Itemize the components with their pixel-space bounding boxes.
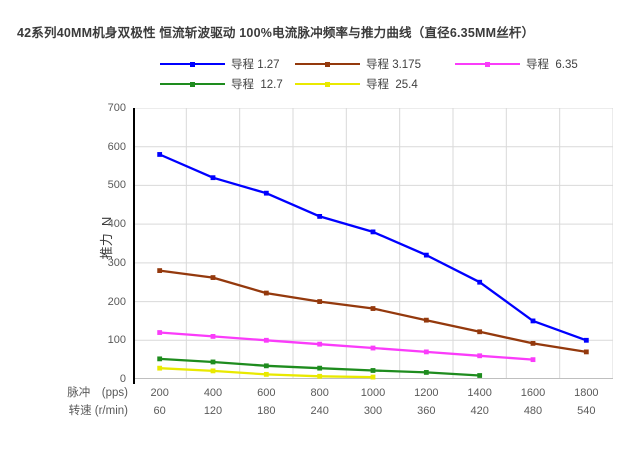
y-tick-label: 700 [107,102,126,114]
series-marker [370,368,376,373]
legend-item-label: 导程 12.7 [231,79,283,91]
x-axis-row-label-pps: 脉冲 (pps) [67,387,128,399]
series-marker [423,370,429,375]
series-marker [317,341,323,347]
x-tick-label-rpm: 240 [310,405,329,417]
series-line [159,269,587,354]
legend-item-lead-25-4: 导程 25.4 [295,76,418,92]
legend-item-label: 导程 1.27 [231,59,280,71]
series-marker [157,356,163,362]
y-tick-label: 0 [119,373,126,385]
series-marker [157,330,163,335]
x-tick-label-rpm: 540 [577,405,596,417]
x-tick-label-pps: 600 [257,387,276,399]
series-marker [263,363,269,369]
series-marker [530,340,536,346]
x-tick-label-pps: 1800 [574,387,599,399]
x-tick-label-pps: 1000 [360,387,386,399]
legend-item-label: 导程 3.175 [366,59,421,71]
legend-swatch-line-icon [295,76,360,92]
series-line [159,153,587,342]
x-tick-label-pps: 400 [203,387,223,399]
x-tick-label-rpm: 360 [417,405,436,417]
legend-swatch-line-icon [455,56,520,72]
x-tick-label-rpm: 480 [523,405,543,417]
series-marker [370,229,376,235]
series-marker [263,290,269,296]
x-tick-label-rpm: 60 [153,405,166,417]
series-marker [210,359,216,365]
x-tick-label-rpm: 180 [257,405,276,417]
legend-item-lead-6-35: 导程 6.35 [455,56,578,72]
series-marker [370,306,376,311]
series-marker [317,214,323,219]
y-tick-label: 100 [107,334,126,347]
series-marker [317,365,323,371]
series-marker [210,334,216,339]
x-tick-label-rpm: 420 [470,405,489,417]
series-marker [370,345,376,351]
series-marker [317,299,323,304]
series-marker [423,349,429,355]
series-marker [263,337,269,343]
legend-swatch-line-icon [160,76,225,92]
y-axis-title: 推力 N [99,216,114,260]
series-marker [157,152,163,157]
series-line [159,331,534,361]
series-marker [317,373,323,379]
y-tick-label: 600 [107,140,126,153]
chart-title: 42系列40MM机身双极性 恒流斩波驱动 100%电流脉冲频率与推力曲线（直径6… [17,26,535,40]
x-tick-label-rpm: 300 [363,405,383,417]
x-tick-label-pps: 200 [150,387,169,399]
series-marker [210,175,216,181]
series-marker [477,373,483,378]
legend-item-label: 导程 6.35 [526,59,578,71]
x-tick-label-rpm: 120 [203,405,223,417]
series-marker [423,252,429,258]
legend-item-lead-3-175: 导程 3.175 [295,56,421,72]
legend-swatch-line-icon [160,56,225,72]
x-tick-label-pps: 1400 [467,387,492,399]
series-marker [583,337,589,343]
series-marker [210,275,216,280]
series-marker [477,329,483,335]
x-tick-label-pps: 1600 [520,387,546,399]
series-marker [583,349,589,355]
x-tick-label-pps: 1200 [414,387,439,399]
x-tick-label-pps: 800 [310,387,329,399]
series-marker [263,190,269,196]
series-marker [477,279,483,285]
legend-item-label: 导程 25.4 [366,79,418,91]
series-marker [263,371,269,377]
legend-item-lead-1-27: 导程 1.27 [160,56,280,72]
legend-item-lead-12-7: 导程 12.7 [160,76,283,92]
series-marker [370,374,376,380]
series-marker [157,268,163,273]
series-marker [210,368,216,374]
series-marker [530,357,536,363]
series-marker [423,317,429,323]
plot-area [133,108,613,384]
series-marker [530,318,536,324]
series-marker [477,353,483,359]
series-marker [157,365,163,371]
x-axis-row-label-rpm: 转速 (r/min) [68,405,128,417]
legend-swatch-line-icon [295,56,360,72]
